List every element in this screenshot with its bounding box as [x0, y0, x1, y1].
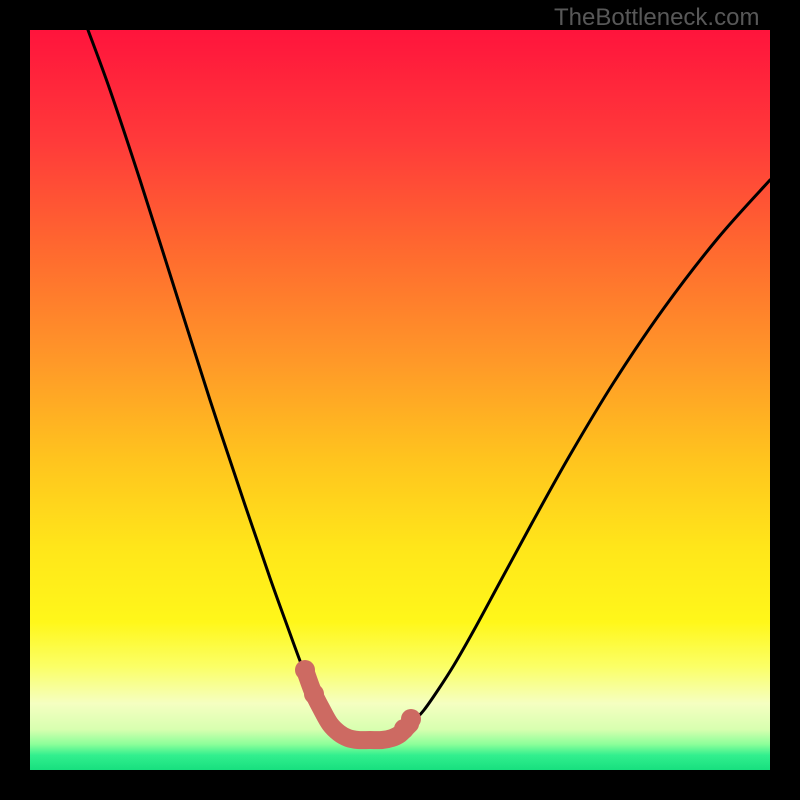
chart-frame: [0, 0, 800, 800]
chart-svg: [0, 0, 800, 800]
valley-marker-dot: [295, 660, 315, 680]
plot-background: [30, 30, 770, 770]
valley-marker-dot: [401, 709, 421, 729]
watermark-text: TheBottleneck.com: [554, 4, 759, 32]
valley-marker-dot: [304, 684, 324, 704]
